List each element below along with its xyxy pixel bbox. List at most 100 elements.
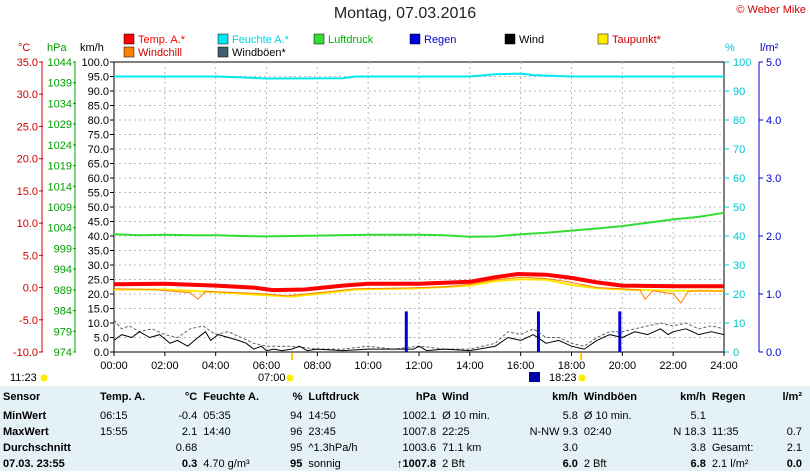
wind-tick: 30.0 — [88, 260, 109, 272]
humidity-tick: 70 — [733, 144, 745, 156]
sunrise-icon — [286, 374, 294, 382]
x-tick-label: 06:00 — [253, 360, 281, 372]
temp-tick: -10.0 — [13, 347, 38, 359]
x-tick-label: 12:00 — [405, 360, 433, 372]
series-line-wind — [113, 328, 725, 352]
temp-tick: 25.0 — [17, 121, 38, 133]
wind-tick: 10.0 — [88, 318, 109, 330]
wind-tick: 40.0 — [88, 231, 109, 243]
th-temp: Temp. A. — [99, 391, 146, 403]
cell: 6.8 — [690, 458, 706, 470]
pressure-tick: 1019 — [48, 161, 72, 173]
temp-tick: 5.0 — [23, 250, 38, 262]
rain-tick: 2.0 — [766, 231, 781, 243]
axis-title-humidity: % — [725, 42, 735, 54]
series-line-wind — [113, 319, 725, 350]
temp-tick: 35.0 — [17, 57, 38, 69]
x-tick-label: 18:00 — [558, 360, 586, 372]
th-sensor: Sensor — [3, 391, 41, 403]
moon-icon — [529, 372, 540, 382]
legend-label: Taupunkt* — [612, 34, 662, 46]
cell: 95 — [290, 458, 303, 470]
wind-tick: 80.0 — [88, 115, 109, 127]
rain-tick: 0.0 — [766, 347, 781, 359]
cell: 6.0 — [562, 458, 578, 470]
cell: 0.68 — [175, 442, 198, 454]
table-row-current: 07.03. 23:55 0.3 4.70 g/m³ 95 sonnig ↑10… — [0, 456, 805, 472]
series-line-press — [113, 211, 725, 238]
cell: Gesamt: — [711, 442, 754, 454]
cell: ^1.3hPa/h — [308, 442, 358, 454]
x-tick-label: 04:00 — [202, 360, 230, 372]
pressure-tick: 1004 — [48, 223, 72, 235]
wind-tick: 35.0 — [88, 246, 109, 258]
wind-tick: 70.0 — [88, 144, 109, 156]
marker-left-time: 11:23 — [10, 372, 37, 384]
cell: 23:45 — [308, 426, 336, 438]
cell: 06:15 — [99, 410, 128, 422]
x-tick-label: 08:00 — [304, 360, 332, 372]
legend-swatch — [123, 46, 135, 58]
cell: 2 Bft — [583, 458, 607, 470]
temp-tick: 15.0 — [17, 186, 38, 198]
cell: N-NW 9.3 — [529, 426, 578, 438]
th-rain: Regen — [711, 391, 746, 403]
th-temp-unit: °C — [184, 391, 198, 403]
cell: Ø 10 min. — [583, 410, 632, 422]
legend-swatch — [597, 33, 609, 45]
axis-title-pressure: hPa — [47, 42, 67, 54]
cell: 05:35 — [203, 410, 231, 422]
temp-tick: 0.0 — [23, 283, 38, 295]
legend-label: Windböen* — [232, 47, 287, 59]
pressure-tick: 989 — [54, 285, 72, 297]
copyright: © Weber Mike — [736, 4, 806, 16]
cell — [97, 440, 164, 456]
th-wind: Wind — [442, 391, 469, 403]
cell: ↑1007.8 — [396, 458, 437, 470]
rain-bar — [618, 311, 622, 352]
wind-tick: 5.0 — [94, 333, 109, 345]
legend-swatch — [504, 33, 516, 45]
humidity-tick: 10 — [733, 318, 745, 330]
x-tick-label: 20:00 — [609, 360, 637, 372]
cell: 5.1 — [690, 410, 706, 422]
table-row-min: MinWert 06:15 -0.4 05:35 94 14:50 1002.1… — [0, 408, 805, 424]
legend-swatch — [123, 33, 135, 45]
cell: N 18.3 — [673, 426, 706, 438]
wind-tick: 65.0 — [88, 159, 109, 171]
cell: 0.7 — [786, 426, 802, 438]
pressure-tick: 1024 — [48, 140, 72, 152]
cell: 71.1 km — [442, 442, 482, 454]
humidity-tick: 0 — [733, 347, 739, 359]
cell: -0.4 — [178, 410, 198, 422]
humidity-tick: 40 — [733, 231, 745, 243]
th-hum: Feuchte A. — [203, 391, 260, 403]
humidity-tick: 30 — [733, 260, 745, 272]
series-line-hum — [114, 72, 724, 80]
sunset-time: 18:23 — [549, 372, 577, 384]
wind-tick: 0.0 — [94, 347, 109, 359]
cell — [581, 440, 659, 456]
wind-tick: 15.0 — [88, 304, 109, 316]
legend-label: Temp. A.* — [138, 34, 186, 46]
wind-tick: 90.0 — [88, 86, 109, 98]
cell: 2.1 — [786, 442, 802, 454]
pressure-tick: 1034 — [48, 98, 72, 110]
cell: 14:50 — [308, 410, 336, 422]
pressure-tick: 1029 — [48, 119, 72, 131]
cell — [709, 408, 771, 424]
row-label: MinWert — [3, 410, 47, 422]
humidity-tick: 100 — [733, 57, 751, 69]
th-press: Luftdruck — [308, 391, 360, 403]
axis-title-rain: l/m² — [760, 42, 779, 54]
rain-bar — [404, 311, 408, 352]
th-rain-unit: l/m² — [782, 391, 802, 403]
wind-tick: 50.0 — [88, 202, 109, 214]
x-tick-label: 24:00 — [710, 360, 738, 372]
legend-label: Wind — [519, 34, 544, 46]
cell: sonnig — [308, 458, 341, 470]
humidity-tick: 80 — [733, 115, 745, 127]
cell: 5.8 — [562, 410, 578, 422]
cell: 96 — [290, 426, 303, 438]
legend-label: Luftdruck — [328, 34, 374, 46]
